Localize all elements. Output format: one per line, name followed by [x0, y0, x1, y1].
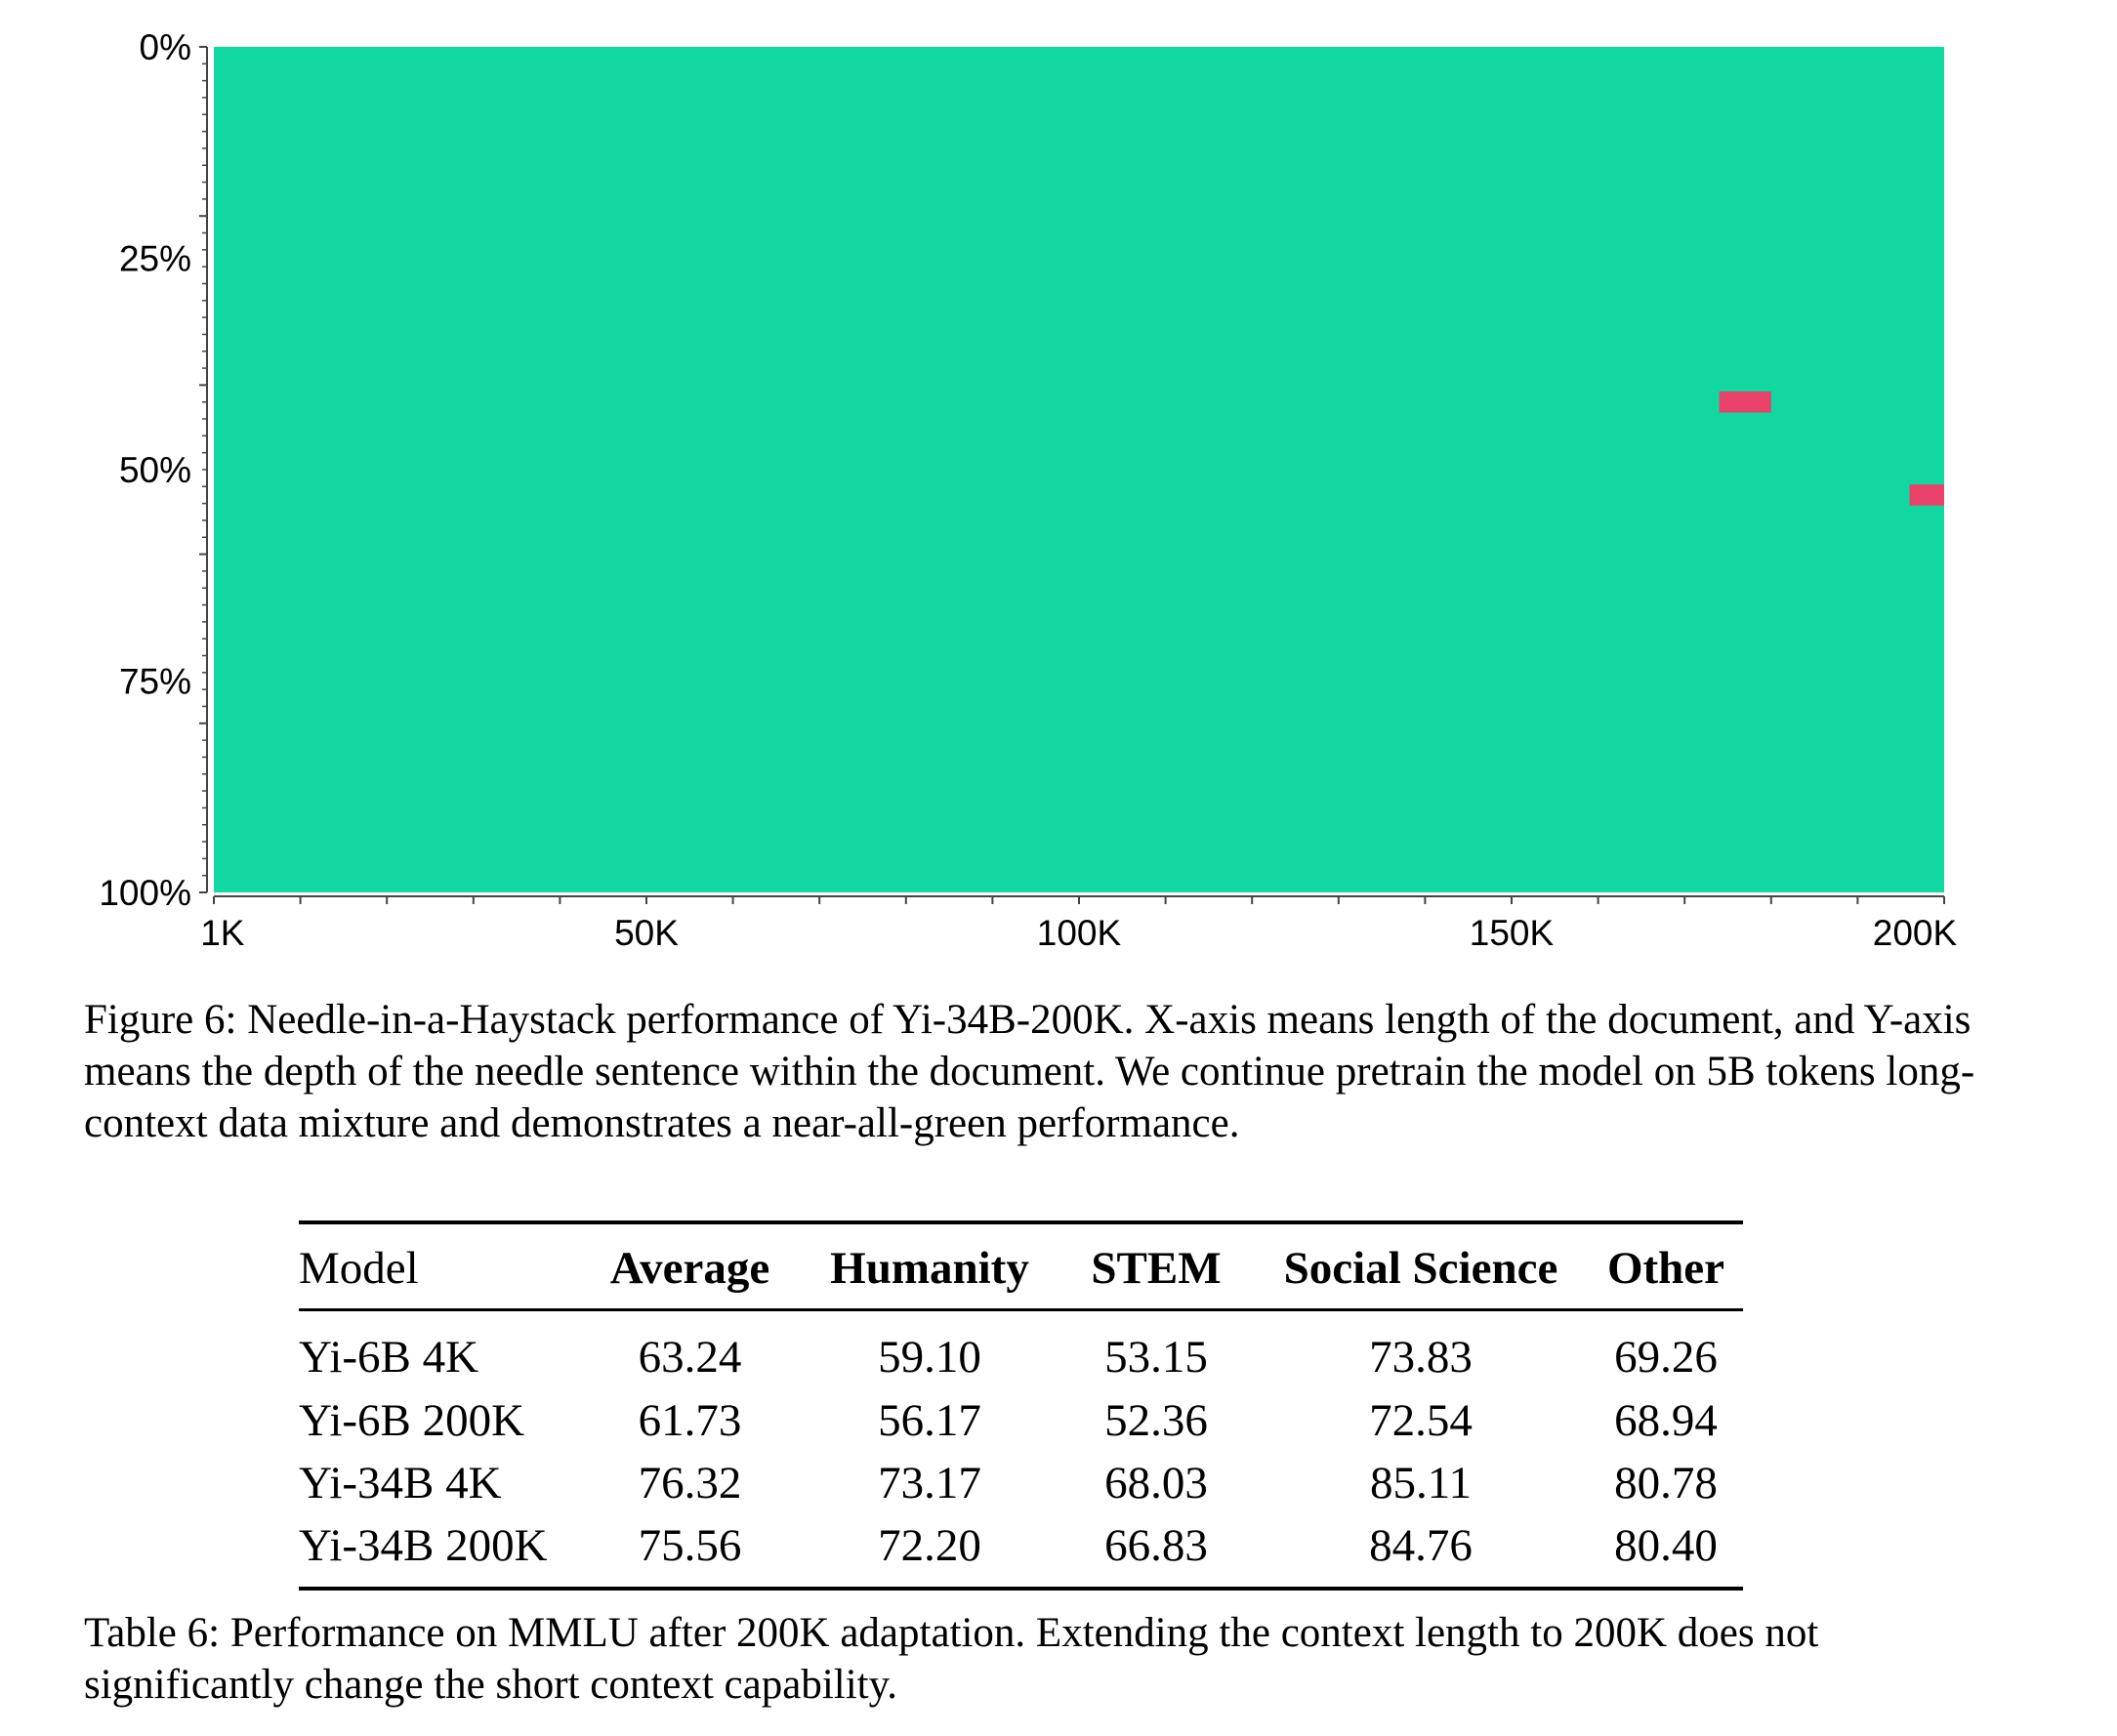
cell-humanity: 72.20	[800, 1514, 1059, 1591]
cell-stem: 68.03	[1104, 1458, 1208, 1509]
cell-other: 69.26	[1614, 1332, 1718, 1383]
cell-humanity: 56.17	[878, 1395, 981, 1446]
cell-average: 61.73	[638, 1395, 742, 1446]
table-row: Yi-6B 200K 61.73 56.17 52.36 72.54 68.94	[299, 1389, 1743, 1452]
y-tick-label: 100%	[99, 873, 191, 913]
x-tick-label: 100K	[1037, 913, 1122, 953]
cell-social-science: 72.54	[1369, 1395, 1473, 1446]
cell-model: Yi-34B 4K	[299, 1458, 502, 1509]
cell-other: 68.94	[1614, 1395, 1718, 1446]
header-stem: STEM	[1059, 1220, 1253, 1311]
figure-caption: Figure 6: Needle-in-a-Haystack performan…	[84, 997, 1975, 1146]
heatmap-plot-area	[214, 47, 1944, 892]
cell-average: 63.24	[638, 1332, 742, 1383]
cell-average: 75.56	[580, 1514, 800, 1591]
cell-other: 80.40	[1589, 1514, 1743, 1591]
table-row: Yi-6B 4K 63.24 59.10 53.15 73.83 69.26	[299, 1310, 1743, 1390]
cell-social-science: 85.11	[1369, 1458, 1472, 1509]
x-tick-label: 50K	[614, 913, 679, 953]
x-tick-label: 150K	[1470, 913, 1555, 953]
cell-model: Yi-34B 200K	[299, 1514, 580, 1591]
mmlu-results-table: Model Average Humanity STEM Social Scien…	[299, 1220, 1743, 1591]
x-axis: 1K 50K 100K 150K 200K	[200, 895, 1958, 953]
x-tick-label: 200K	[1873, 913, 1958, 953]
table-header-row: Model Average Humanity STEM Social Scien…	[299, 1220, 1743, 1311]
table-row: Yi-34B 4K 76.32 73.17 68.03 85.11 80.78	[299, 1452, 1743, 1514]
failure-cells	[1719, 391, 1944, 506]
y-tick-label: 0%	[140, 27, 191, 67]
cell-model: Yi-6B 200K	[299, 1395, 525, 1446]
cell-average: 76.32	[638, 1458, 742, 1509]
y-axis: 0% 25% 50% 75% 100%	[99, 27, 208, 913]
x-tick-label: 1K	[200, 913, 245, 953]
cell-other: 80.78	[1614, 1458, 1718, 1509]
cell-humanity: 73.17	[878, 1458, 981, 1509]
cell-model: Yi-6B 4K	[299, 1332, 479, 1383]
header-average: Average	[580, 1220, 800, 1311]
failure-cell	[1909, 484, 1944, 506]
cell-stem: 52.36	[1104, 1395, 1208, 1446]
header-other: Other	[1589, 1220, 1743, 1311]
cell-stem: 66.83	[1059, 1514, 1253, 1591]
header-social-science: Social Science	[1253, 1220, 1589, 1311]
table-caption: Table 6: Performance on MMLU after 200K …	[84, 1610, 1819, 1708]
y-tick-label: 75%	[119, 662, 191, 702]
y-tick-label: 25%	[119, 239, 191, 279]
y-tick-label: 50%	[119, 450, 191, 490]
cell-social-science: 84.76	[1253, 1514, 1589, 1591]
needle-heatmap-figure: 0% 25% 50% 75% 100% 1K 50K 100K 150K 200K	[99, 27, 1958, 953]
header-model: Model	[299, 1220, 580, 1311]
cell-stem: 53.15	[1104, 1332, 1208, 1383]
cell-social-science: 73.83	[1369, 1332, 1473, 1383]
header-humanity: Humanity	[800, 1220, 1059, 1311]
table-row: Yi-34B 200K 75.56 72.20 66.83 84.76 80.4…	[299, 1514, 1743, 1591]
cell-humanity: 59.10	[878, 1332, 981, 1383]
failure-cell	[1719, 391, 1771, 413]
